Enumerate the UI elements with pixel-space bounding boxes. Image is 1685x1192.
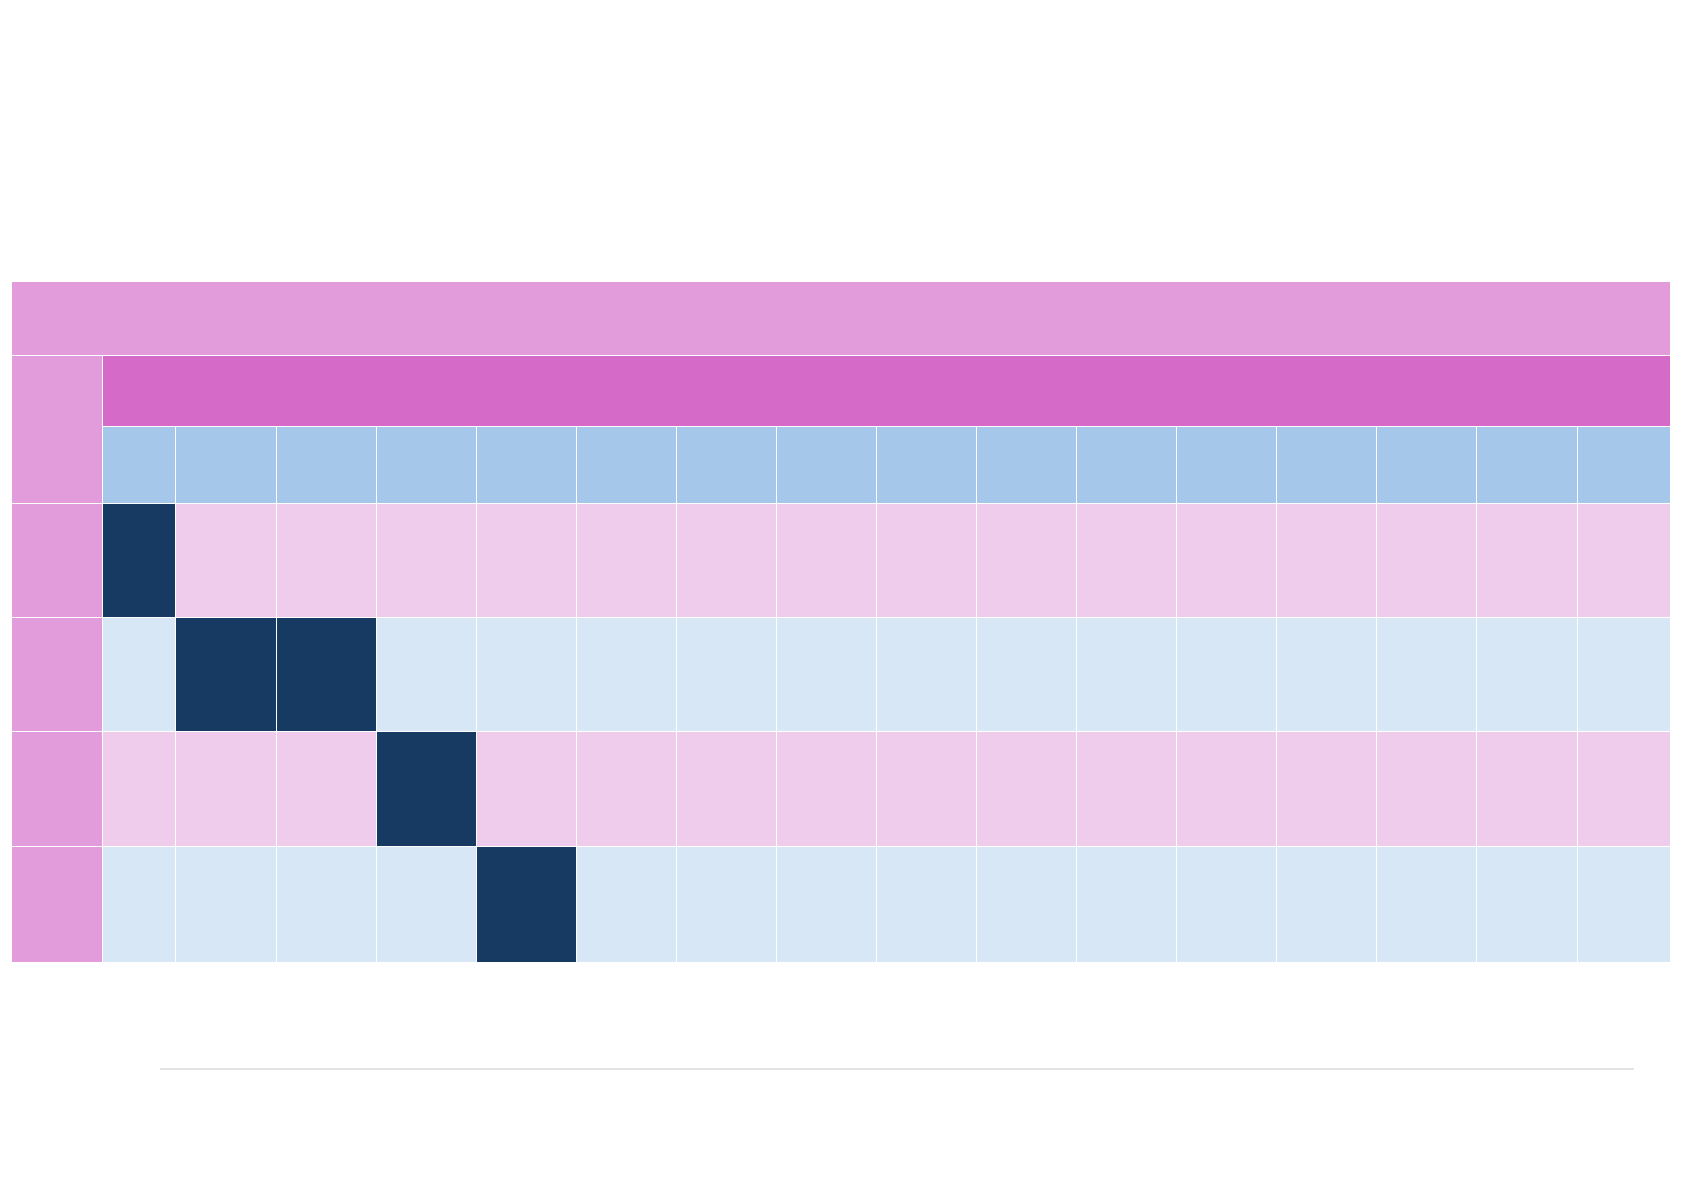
matrix-cell-highlighted	[277, 618, 376, 731]
matrix-cell	[1578, 618, 1670, 731]
matrix-cell	[477, 618, 576, 731]
matrix-cell	[977, 504, 1076, 617]
matrix-cell	[677, 504, 776, 617]
matrix-cell	[1077, 732, 1176, 846]
matrix-cell	[1377, 504, 1476, 617]
matrix-cell	[103, 618, 175, 731]
matrix-cell	[277, 732, 376, 846]
matrix-cell-highlighted	[377, 732, 476, 846]
matrix-cell-highlighted	[477, 847, 576, 962]
matrix-cell	[477, 504, 576, 617]
matrix-cell	[977, 732, 1076, 846]
matrix-cell	[977, 618, 1076, 731]
matrix-cell	[1377, 618, 1476, 731]
matrix-cell	[1477, 732, 1577, 846]
column-header	[103, 427, 175, 503]
matrix-cell	[677, 618, 776, 731]
matrix-cell	[1177, 504, 1276, 617]
matrix-cell	[1578, 732, 1670, 846]
matrix-cell-highlighted	[103, 504, 175, 617]
column-header	[1377, 427, 1476, 503]
row-header	[12, 618, 102, 731]
matrix-cell	[577, 618, 676, 731]
matrix-cell	[577, 847, 676, 962]
column-header	[277, 427, 376, 503]
matrix-table	[12, 282, 1670, 962]
matrix-cell	[1377, 732, 1476, 846]
matrix-cell	[977, 847, 1076, 962]
row-header	[12, 504, 102, 617]
matrix-cell	[1177, 732, 1276, 846]
footer-divider	[160, 1068, 1634, 1070]
matrix-cell	[577, 504, 676, 617]
matrix-cell	[1477, 847, 1577, 962]
matrix-cell	[377, 618, 476, 731]
matrix-cell	[1077, 504, 1176, 617]
matrix-cell	[103, 847, 175, 962]
matrix-cell	[377, 504, 476, 617]
matrix-cell	[877, 847, 976, 962]
column-header	[877, 427, 976, 503]
matrix-cell	[1578, 847, 1670, 962]
matrix-cell	[877, 618, 976, 731]
matrix-cell	[677, 732, 776, 846]
matrix-cell	[777, 618, 876, 731]
matrix-cell	[677, 847, 776, 962]
column-header	[1277, 427, 1376, 503]
matrix-cell	[1277, 618, 1376, 731]
matrix-cell	[1277, 847, 1376, 962]
matrix-cell	[176, 732, 276, 846]
matrix-cell	[777, 732, 876, 846]
column-header	[377, 427, 476, 503]
matrix-cell	[1077, 847, 1176, 962]
matrix-cell	[1477, 504, 1577, 617]
column-header	[1578, 427, 1670, 503]
matrix-cell	[1277, 732, 1376, 846]
column-header	[777, 427, 876, 503]
matrix-cell	[277, 504, 376, 617]
matrix-cell	[777, 847, 876, 962]
matrix-cell	[777, 504, 876, 617]
matrix-cell	[1177, 618, 1276, 731]
column-header	[477, 427, 576, 503]
matrix-cell	[1377, 847, 1476, 962]
matrix-cell	[103, 732, 175, 846]
matrix-cell	[477, 732, 576, 846]
column-header	[577, 427, 676, 503]
matrix-cell	[877, 732, 976, 846]
matrix-cell	[1578, 504, 1670, 617]
row-header	[12, 847, 102, 962]
matrix-cell	[176, 504, 276, 617]
matrix-cell	[1177, 847, 1276, 962]
table-title-band	[12, 282, 1670, 355]
column-header	[977, 427, 1076, 503]
matrix-cell-highlighted	[176, 618, 276, 731]
matrix-cell	[877, 504, 976, 617]
matrix-cell	[1477, 618, 1577, 731]
matrix-cell	[176, 847, 276, 962]
matrix-cell	[377, 847, 476, 962]
matrix-cell	[1077, 618, 1176, 731]
row-header	[12, 732, 102, 846]
matrix-cell	[277, 847, 376, 962]
column-header	[1177, 427, 1276, 503]
column-header	[176, 427, 276, 503]
corner-header-cell	[12, 356, 102, 503]
matrix-cell	[1277, 504, 1376, 617]
table-subtitle-band	[103, 356, 1670, 426]
column-header	[677, 427, 776, 503]
column-header	[1077, 427, 1176, 503]
column-header	[1477, 427, 1577, 503]
matrix-cell	[577, 732, 676, 846]
